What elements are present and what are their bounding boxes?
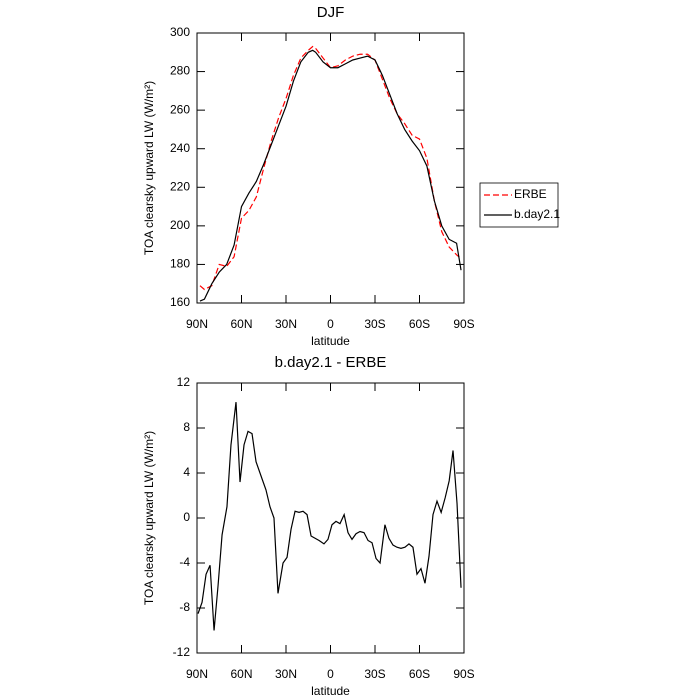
chart-title: b.day2.1 - ERBE [275, 354, 387, 371]
x-tick-label: 60N [230, 667, 252, 681]
x-tick-label: 30S [364, 667, 385, 681]
y-tick-label: 200 [170, 218, 190, 232]
y-tick-label: 240 [170, 141, 190, 155]
y-tick-label: 0 [183, 510, 190, 524]
x-tick-label: 60S [409, 317, 430, 331]
x-tick-label: 90S [453, 317, 474, 331]
x-tick-label: 90N [186, 667, 208, 681]
y-tick-label: 280 [170, 64, 190, 78]
x-tick-label: 90S [453, 667, 474, 681]
y-tick-label: -4 [179, 555, 190, 569]
y-tick-label: 8 [183, 420, 190, 434]
legend-label: b.day2.1 [514, 207, 560, 221]
y-tick-label: 260 [170, 102, 190, 116]
series-line [199, 45, 462, 291]
x-axis-label: latitude [311, 684, 350, 698]
y-tick-label: -8 [179, 600, 190, 614]
x-axis-label: latitude [311, 334, 350, 348]
legend-label: ERBE [514, 187, 547, 201]
legend-box [479, 182, 559, 228]
series-line [197, 402, 462, 631]
x-tick-label: 0 [327, 317, 334, 331]
plot-frame [196, 382, 465, 654]
y-tick-label: 12 [177, 375, 191, 389]
chart-title: DJF [317, 4, 345, 21]
plot-frame [196, 32, 465, 304]
x-tick-label: 0 [327, 667, 334, 681]
x-tick-label: 90N [186, 317, 208, 331]
y-tick-label: 300 [170, 25, 190, 39]
y-tick-label: 4 [183, 465, 190, 479]
x-tick-label: 60S [409, 667, 430, 681]
y-axis-label: TOA clearsky upward LW (W/m²) [142, 431, 156, 605]
y-tick-label: 220 [170, 179, 190, 193]
x-tick-label: 30N [275, 317, 297, 331]
y-tick-label: -12 [173, 645, 191, 659]
series-line [199, 49, 462, 302]
y-axis-label: TOA clearsky upward LW (W/m²) [142, 81, 156, 255]
y-tick-label: 160 [170, 295, 190, 309]
x-tick-label: 30N [275, 667, 297, 681]
y-tick-label: 180 [170, 257, 190, 271]
x-tick-label: 60N [230, 317, 252, 331]
x-tick-label: 30S [364, 317, 385, 331]
